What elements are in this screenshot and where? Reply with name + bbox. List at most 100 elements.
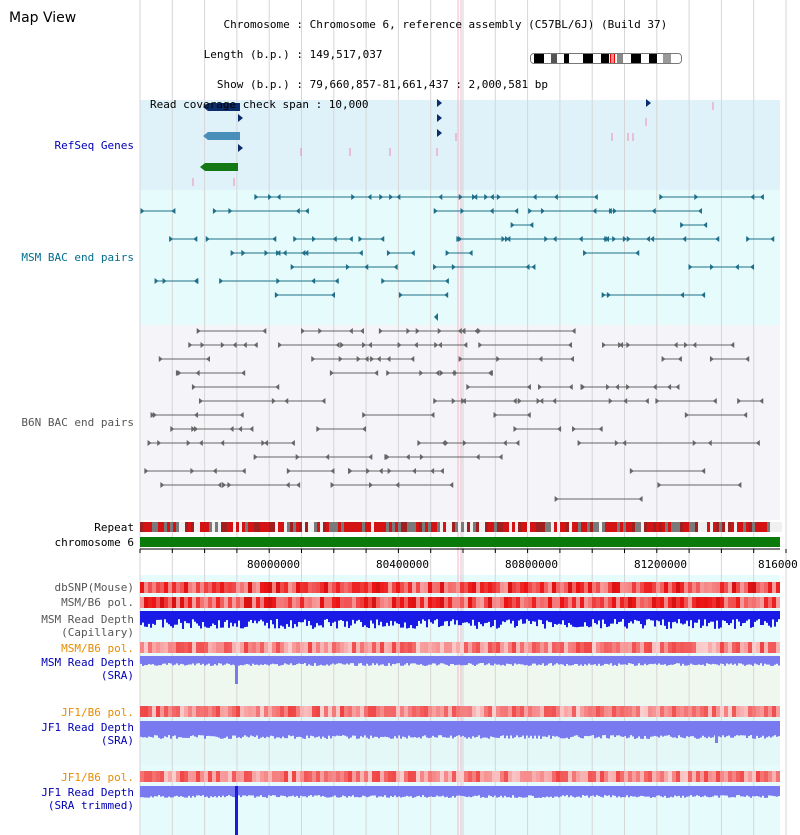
polymorphism-cell <box>284 582 288 593</box>
jf1-trimmed-depth-bar <box>410 786 412 797</box>
polymorphism-cell <box>360 642 364 653</box>
jf1-sra-depth-bar <box>546 721 548 738</box>
msm-sra-depth-bar <box>182 656 184 665</box>
polymorphism-cell <box>152 597 156 608</box>
jf1-sra-depth-bar <box>168 721 170 736</box>
repeat-segment <box>674 522 677 532</box>
jf1-trimmed-depth-bar <box>452 786 454 796</box>
msm-capillary-depth-bar <box>530 611 532 624</box>
polymorphism-cell <box>472 642 476 653</box>
jf1-sra-depth-bar <box>286 721 288 739</box>
msm-sra-depth-bar <box>676 656 678 664</box>
polymorphism-cell <box>220 706 224 717</box>
polymorphism-cell <box>596 582 600 593</box>
chromosome-ideogram[interactable] <box>530 53 682 64</box>
jf1-trimmed-depth-bar <box>622 786 624 798</box>
polymorphism-cell <box>752 706 756 717</box>
polymorphism-cell <box>312 771 316 782</box>
jf1-trimmed-depth-bar <box>416 786 418 797</box>
repeat-segment <box>152 522 155 532</box>
polymorphism-cell <box>548 582 552 593</box>
polymorphism-cell <box>528 642 532 653</box>
msm-capillary-depth-bar <box>332 611 334 623</box>
msm-sra-depth-bar <box>628 656 630 664</box>
polymorphism-cell <box>560 771 564 782</box>
jf1-trimmed-depth-bar <box>146 786 148 798</box>
polymorphism-cell <box>196 706 200 717</box>
polymorphism-cell <box>424 771 428 782</box>
msm-sra-depth-bar <box>194 656 196 666</box>
msm-sra-depth-bar <box>496 656 498 665</box>
msm-capillary-depth-bar <box>294 611 296 625</box>
polymorphism-cell <box>652 582 656 593</box>
polymorphism-cell <box>264 582 268 593</box>
msm-capillary-depth-bar <box>520 611 522 620</box>
repeat-segment <box>659 522 662 532</box>
polymorphism-cell <box>456 597 460 608</box>
jf1-trimmed-depth-bar <box>744 786 746 797</box>
jf1-trimmed-depth-bar <box>696 786 698 796</box>
jf1-trimmed-depth-bar <box>404 786 406 797</box>
b6n-bac-pair-end <box>657 482 662 488</box>
jf1-trimmed-depth-bar <box>204 786 206 798</box>
repeat-segment <box>431 522 434 532</box>
repeat-segment <box>290 522 293 532</box>
jf1-trimmed-depth-bar <box>778 786 780 796</box>
msm-capillary-depth-bar <box>484 611 486 624</box>
jf1-trimmed-depth-bar <box>672 786 674 798</box>
polymorphism-cell <box>188 642 192 653</box>
msm-sra-depth-bar <box>514 656 516 664</box>
msm-sra-depth-bar <box>764 656 766 664</box>
jf1-sra-depth-bar <box>518 721 520 738</box>
track-label-chromosome: chromosome 6 <box>54 536 134 549</box>
polymorphism-cell <box>500 642 504 653</box>
polymorphism-cell <box>644 597 648 608</box>
msm-sra-depth-bar <box>164 656 166 664</box>
b6n-bac-pair-end <box>278 342 283 348</box>
polymorphism-cell <box>508 597 512 608</box>
repeat-segment <box>569 522 572 532</box>
polymorphism-cell <box>648 597 652 608</box>
polymorphism-cell <box>356 582 360 593</box>
jf1-sra-depth-bar <box>552 721 554 736</box>
jf1-trimmed-depth-bar <box>386 786 388 798</box>
polymorphism-cell <box>452 642 456 653</box>
polymorphism-cell <box>428 771 432 782</box>
polymorphism-cell <box>536 706 540 717</box>
msm-bac-pair-end <box>212 208 217 214</box>
polymorphism-cell <box>364 771 368 782</box>
polymorphism-cell <box>368 642 372 653</box>
polymorphism-cell <box>620 597 624 608</box>
b6n-bac-pair-end <box>191 384 196 390</box>
jf1-sra-depth-bar <box>580 721 582 739</box>
polymorphism-cell <box>460 771 464 782</box>
msm-sra-depth-bar <box>542 656 544 664</box>
jf1-sra-depth-bar <box>288 721 290 736</box>
repeat-segment <box>329 522 332 532</box>
polymorphism-cell <box>576 771 580 782</box>
jf1-sra-depth-bar <box>208 721 210 736</box>
msm-capillary-depth-bar <box>542 611 544 625</box>
b6n-bac-pair-end <box>743 412 748 418</box>
polymorphism-cell <box>548 771 552 782</box>
polymorphism-cell <box>472 771 476 782</box>
jf1-sra-depth-bar <box>404 721 406 738</box>
jf1-sra-depth-bar <box>562 721 564 739</box>
jf1-sra-depth-bar <box>554 721 556 737</box>
jf1-trimmed-depth-bar <box>510 786 512 798</box>
polymorphism-cell <box>324 642 328 653</box>
msm-capillary-depth-bar <box>692 611 694 629</box>
msm-sra-depth-bar <box>356 656 358 666</box>
msm-sra-depth-bar <box>168 656 170 664</box>
jf1-sra-depth-bar <box>670 721 672 737</box>
jf1-sra-depth-bar <box>576 721 578 736</box>
jf1-sra-depth-bar <box>610 721 612 736</box>
b6n-bac-pair-end <box>513 426 518 432</box>
polymorphism-cell <box>320 771 324 782</box>
repeat-segment <box>434 522 437 532</box>
msm-bac-pair-end <box>140 208 145 214</box>
msm-sra-depth-bar <box>440 656 442 664</box>
msm-capillary-depth-bar <box>360 611 362 622</box>
msm-capillary-depth-bar <box>310 611 312 626</box>
jf1-sra-depth-bar <box>160 721 162 739</box>
